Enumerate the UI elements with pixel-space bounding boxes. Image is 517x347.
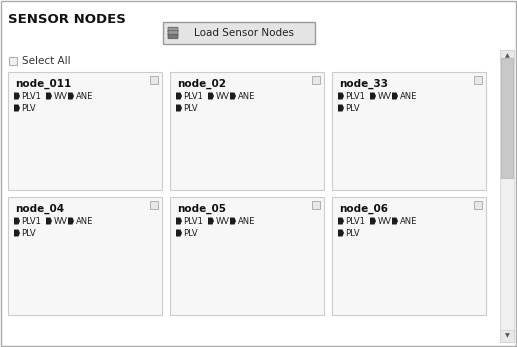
Text: node_04: node_04 xyxy=(15,204,64,214)
Text: PLV1: PLV1 xyxy=(345,217,366,226)
FancyBboxPatch shape xyxy=(501,58,513,178)
Text: ANE: ANE xyxy=(400,92,417,101)
FancyBboxPatch shape xyxy=(312,76,320,84)
Text: PLV1: PLV1 xyxy=(345,92,366,101)
Text: PLV1: PLV1 xyxy=(22,92,41,101)
Polygon shape xyxy=(338,229,344,237)
FancyBboxPatch shape xyxy=(170,197,324,315)
Polygon shape xyxy=(230,93,236,100)
Text: PLV: PLV xyxy=(184,103,198,112)
FancyBboxPatch shape xyxy=(312,201,320,209)
Text: ANE: ANE xyxy=(237,217,255,226)
Text: Load Sensor Nodes: Load Sensor Nodes xyxy=(194,28,294,38)
FancyBboxPatch shape xyxy=(163,22,315,44)
Polygon shape xyxy=(46,218,52,225)
Text: WV: WV xyxy=(377,217,391,226)
Text: PLV: PLV xyxy=(345,103,360,112)
Polygon shape xyxy=(14,218,20,225)
Polygon shape xyxy=(370,218,376,225)
Polygon shape xyxy=(338,104,344,111)
Polygon shape xyxy=(208,218,214,225)
Text: SENSOR NODES: SENSOR NODES xyxy=(8,13,126,26)
Polygon shape xyxy=(46,93,52,100)
Polygon shape xyxy=(230,218,236,225)
Polygon shape xyxy=(14,229,20,237)
Text: PLV: PLV xyxy=(22,229,36,237)
Text: ANE: ANE xyxy=(237,92,255,101)
Text: PLV: PLV xyxy=(345,229,360,237)
FancyBboxPatch shape xyxy=(332,72,486,190)
Text: ANE: ANE xyxy=(75,217,93,226)
FancyBboxPatch shape xyxy=(8,72,162,190)
Polygon shape xyxy=(392,218,398,225)
Text: PLV1: PLV1 xyxy=(22,217,41,226)
FancyBboxPatch shape xyxy=(150,76,158,84)
Text: ▼: ▼ xyxy=(505,333,509,339)
FancyBboxPatch shape xyxy=(170,72,324,190)
FancyBboxPatch shape xyxy=(8,197,162,315)
Polygon shape xyxy=(208,93,214,100)
Text: WV: WV xyxy=(377,92,391,101)
Text: WV: WV xyxy=(53,92,68,101)
Text: WV: WV xyxy=(216,217,230,226)
Text: node_05: node_05 xyxy=(177,204,226,214)
Polygon shape xyxy=(14,93,20,100)
Text: PLV: PLV xyxy=(22,103,36,112)
Text: node_011: node_011 xyxy=(15,79,71,89)
Polygon shape xyxy=(68,93,74,100)
FancyBboxPatch shape xyxy=(9,57,17,65)
Polygon shape xyxy=(338,93,344,100)
Polygon shape xyxy=(176,218,182,225)
Polygon shape xyxy=(370,93,376,100)
Polygon shape xyxy=(14,104,20,111)
Text: WV: WV xyxy=(216,92,230,101)
Text: node_02: node_02 xyxy=(177,79,226,89)
FancyBboxPatch shape xyxy=(168,34,178,39)
Text: Select All: Select All xyxy=(22,56,71,66)
Polygon shape xyxy=(392,93,398,100)
Text: node_06: node_06 xyxy=(339,204,388,214)
Text: ANE: ANE xyxy=(400,217,417,226)
Text: WV: WV xyxy=(53,217,68,226)
FancyBboxPatch shape xyxy=(474,76,482,84)
FancyBboxPatch shape xyxy=(474,201,482,209)
FancyBboxPatch shape xyxy=(500,330,514,342)
Polygon shape xyxy=(68,218,74,225)
Polygon shape xyxy=(176,104,182,111)
FancyBboxPatch shape xyxy=(168,27,178,32)
Text: ▲: ▲ xyxy=(505,53,509,59)
Text: ANE: ANE xyxy=(75,92,93,101)
Text: PLV: PLV xyxy=(184,229,198,237)
FancyBboxPatch shape xyxy=(150,201,158,209)
Polygon shape xyxy=(176,229,182,237)
Text: PLV1: PLV1 xyxy=(184,217,203,226)
FancyBboxPatch shape xyxy=(500,50,514,62)
Text: PLV1: PLV1 xyxy=(184,92,203,101)
FancyBboxPatch shape xyxy=(500,50,514,342)
Text: node_33: node_33 xyxy=(339,79,388,89)
FancyBboxPatch shape xyxy=(332,197,486,315)
FancyBboxPatch shape xyxy=(168,31,178,35)
Polygon shape xyxy=(176,93,182,100)
Polygon shape xyxy=(338,218,344,225)
